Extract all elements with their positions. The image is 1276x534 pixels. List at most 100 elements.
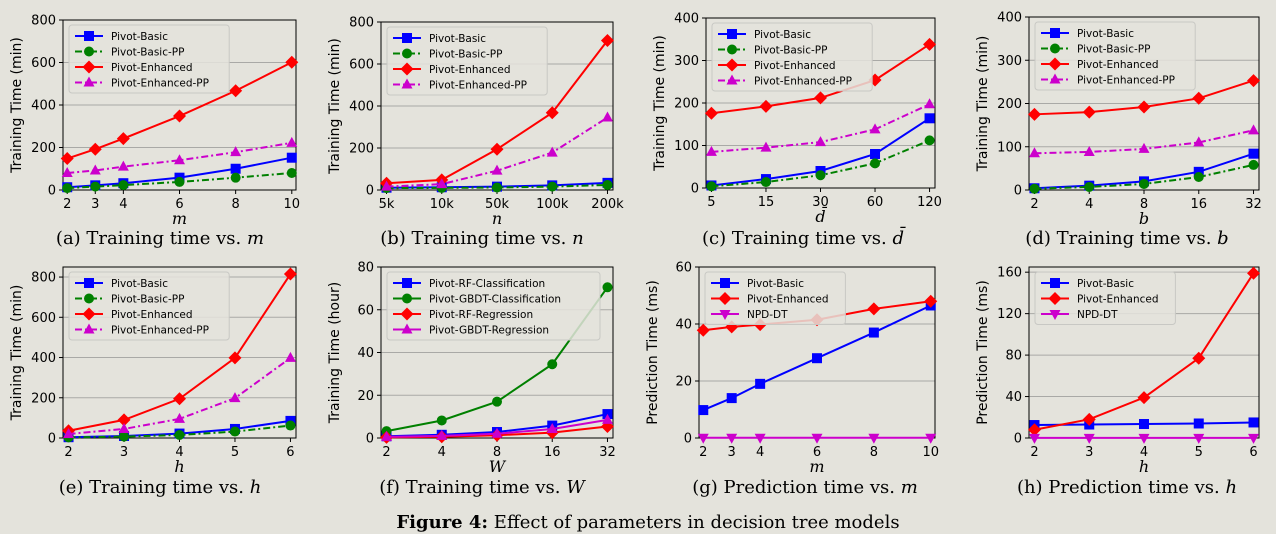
- x-tick-label: 120: [917, 195, 942, 210]
- data-point: [726, 433, 738, 444]
- x-tick-label: 6: [813, 445, 821, 460]
- y-tick-label: 0: [1014, 432, 1022, 447]
- y-tick-label: 200: [31, 141, 56, 156]
- data-point: [1082, 412, 1096, 426]
- data-point: [759, 99, 773, 113]
- x-tick-label: 6: [175, 197, 183, 212]
- y-tick-label: 800: [349, 16, 374, 31]
- data-point: [402, 33, 412, 43]
- data-point: [870, 158, 881, 169]
- subcaption-variable: b: [1217, 228, 1229, 249]
- y-axis-label: Training Time (min): [327, 38, 343, 175]
- data-point: [815, 136, 826, 147]
- chart-g: 0 20 40 60 2 3 4 6 8 10 Pivot-Basic Pivot-Enhanced N…: [645, 261, 939, 499]
- data-point: [720, 278, 730, 288]
- legend-label: Pivot-Basic-PP: [754, 45, 827, 57]
- data-point: [1082, 105, 1096, 119]
- legend-label: Pivot-Basic: [747, 278, 804, 290]
- x-tick-label: 10: [922, 445, 939, 460]
- legend-label: NPD-DT: [747, 309, 788, 321]
- figure-caption-text: Effect of parameters in decision tree mo…: [488, 512, 900, 533]
- y-tick-label: 600: [349, 58, 374, 73]
- data-point: [82, 307, 96, 321]
- data-point: [726, 393, 737, 404]
- legend-label: Pivot-Basic: [429, 33, 486, 45]
- y-tick-label: 0: [48, 184, 56, 199]
- data-point: [696, 323, 710, 337]
- x-tick-label: 16: [1190, 197, 1207, 212]
- x-tick-label: 3: [120, 445, 128, 460]
- figure-caption-label: Figure 4:: [396, 512, 488, 533]
- data-point: [546, 146, 558, 157]
- legend-box: [1034, 21, 1196, 91]
- x-axis-label: b: [1139, 209, 1149, 228]
- subcaption: (f) Training time vs. W: [379, 477, 586, 498]
- legend-label: Pivot-Enhanced-PP: [111, 78, 209, 90]
- data-point: [1193, 433, 1205, 444]
- data-point: [1138, 433, 1150, 444]
- data-point: [1137, 100, 1151, 114]
- subcaption-variable: h: [1225, 477, 1237, 498]
- y-tick-label: 40: [675, 318, 692, 333]
- legend-label: Pivot-RF-Regression: [429, 309, 533, 321]
- data-point: [436, 429, 448, 440]
- data-point: [60, 152, 74, 166]
- x-tick-label: 10: [284, 197, 301, 212]
- data-point: [1247, 266, 1261, 280]
- data-point: [381, 180, 393, 191]
- data-point: [82, 60, 96, 74]
- data-point: [1139, 178, 1149, 189]
- data-point: [491, 427, 503, 438]
- y-tick-label: 200: [31, 391, 56, 406]
- series-pivot-enhanced-pp: [1028, 124, 1260, 158]
- y-tick-label: 120: [997, 307, 1022, 322]
- data-point: [924, 135, 935, 146]
- x-tick-label: 6: [1249, 445, 1257, 460]
- data-point: [1247, 74, 1261, 88]
- subcaption: (g) Prediction time vs. m: [692, 477, 918, 498]
- data-point: [492, 182, 502, 193]
- series-pivot-enhanced: [380, 33, 614, 190]
- data-point: [83, 76, 95, 87]
- axes-frame: [705, 17, 936, 189]
- y-tick-label: 20: [357, 389, 374, 404]
- y-tick-label: 200: [674, 97, 699, 112]
- data-point: [547, 181, 558, 192]
- axes-frame: [62, 19, 297, 191]
- legend-label: Pivot-Enhanced: [111, 62, 193, 74]
- data-point: [868, 327, 879, 338]
- legend-label: Pivot-Enhanced: [754, 60, 836, 72]
- x-tick-label: 2: [699, 445, 707, 460]
- y-tick-label: 400: [31, 351, 56, 366]
- data-point: [726, 74, 738, 85]
- y-tick-label: 600: [31, 311, 56, 326]
- legend-label: Pivot-Enhanced: [111, 309, 193, 321]
- x-tick-label: 6: [286, 445, 294, 460]
- y-tick-label: 400: [31, 99, 56, 114]
- y-tick-label: 0: [1014, 184, 1022, 199]
- data-point: [229, 392, 241, 403]
- data-point: [811, 433, 823, 444]
- x-tick-label: 4: [119, 197, 127, 212]
- data-point: [727, 29, 737, 39]
- data-point: [84, 31, 94, 41]
- x-tick-label: 15: [758, 195, 775, 210]
- data-point: [1138, 142, 1150, 153]
- legend-label: Pivot-GBDT-Classification: [429, 294, 561, 306]
- x-axis-label: W: [489, 457, 507, 476]
- x-axis-label: h: [1139, 457, 1149, 476]
- y-tick-label: 40: [1005, 390, 1022, 405]
- y-tick-label: 200: [349, 142, 374, 157]
- data-point: [174, 412, 185, 423]
- subcaption-variable: d̄: [892, 225, 906, 249]
- x-tick-label: 10k: [430, 197, 455, 212]
- data-point: [285, 55, 299, 69]
- data-point: [283, 267, 297, 281]
- data-point: [924, 113, 935, 124]
- data-point: [228, 351, 242, 365]
- data-point: [1192, 91, 1206, 105]
- data-point: [84, 293, 94, 304]
